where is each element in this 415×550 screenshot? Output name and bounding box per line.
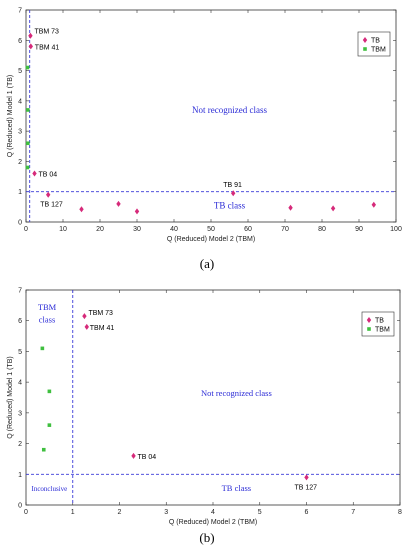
- y-tick-label: 1: [18, 472, 22, 479]
- y-tick-label: 5: [18, 349, 22, 356]
- region-label: Not recognized class: [192, 105, 267, 115]
- region-label: TBM: [38, 302, 57, 312]
- data-point-tbm: [40, 346, 45, 351]
- figure-caption: (b): [199, 530, 214, 545]
- y-tick-label: 0: [18, 220, 22, 227]
- x-tick-label: 7: [351, 509, 355, 516]
- region-label: TB class: [214, 200, 246, 210]
- legend-marker-tbm: [367, 327, 371, 331]
- data-point-tb: [79, 206, 84, 213]
- point-label: TBM 73: [34, 29, 59, 36]
- data-point-tb: [131, 452, 136, 459]
- region-label: Inconclusive: [31, 485, 67, 493]
- y-tick-label: 2: [18, 159, 22, 166]
- point-label: TBM 41: [35, 44, 60, 51]
- data-point-tbm: [47, 423, 52, 427]
- legend-label: TBM: [375, 327, 390, 334]
- y-tick-label: 2: [18, 441, 22, 448]
- x-axis-label: Q (Reduced) Model 2 (TBM): [167, 236, 255, 243]
- data-point-tb: [28, 32, 33, 39]
- x-tick-label: 60: [244, 226, 252, 233]
- data-point-tb: [330, 205, 336, 212]
- x-tick-label: 40: [170, 226, 178, 233]
- region-label: class: [39, 314, 56, 324]
- y-tick-label: 7: [18, 8, 22, 15]
- data-point-tb: [32, 170, 37, 177]
- legend-label: TB: [375, 318, 384, 325]
- region-label: Not recognized class: [201, 388, 272, 398]
- data-point-tb: [82, 313, 87, 320]
- x-tick-label: 100: [390, 226, 402, 233]
- data-point-tb: [231, 190, 236, 197]
- legend: TB TBM: [361, 311, 395, 337]
- y-tick-label: 4: [18, 98, 22, 105]
- x-tick-label: 0: [24, 509, 28, 516]
- y-tick-label: 3: [18, 410, 22, 417]
- legend: TB TBM: [357, 31, 391, 57]
- x-tick-label: 20: [96, 226, 104, 233]
- data-point-tb: [84, 323, 89, 330]
- x-tick-label: 70: [281, 226, 289, 233]
- plot-area: [25, 289, 401, 506]
- data-point-tb: [288, 204, 293, 211]
- data-point-tb: [371, 201, 376, 208]
- y-tick-label: 4: [18, 380, 22, 387]
- x-tick-label: 10: [59, 226, 67, 233]
- legend-label: TB: [371, 38, 380, 45]
- x-tick-label: 3: [164, 509, 168, 516]
- chart-panel-b: 0 1 2 3 4 5 6 7 8 0 1 2 3 4 5 6 7 Q (Reduced) Model 2 (TB…: [7, 288, 402, 546]
- legend-marker-tb: [362, 37, 368, 43]
- legend-box: [361, 311, 395, 337]
- data-point-tbm: [25, 65, 30, 70]
- legend-marker-tb: [366, 317, 372, 323]
- x-tick-label: 90: [355, 226, 363, 233]
- point-label: TB 91: [223, 182, 242, 189]
- data-point-tbm: [47, 389, 52, 394]
- data-point-tb: [304, 474, 309, 481]
- x-tick-label: 2: [118, 509, 122, 516]
- legend-label: TBM: [371, 47, 386, 54]
- point-label: TB 127: [295, 484, 318, 491]
- data-point-tb: [116, 200, 121, 207]
- data-point-tbm: [25, 165, 30, 170]
- point-label: TB 04: [138, 454, 157, 461]
- x-tick-label: 0: [24, 226, 28, 233]
- point-label: TB 04: [39, 172, 58, 179]
- chart-panel-a: 0 10 20 30 40 50 60 70 80 90 100 0 1 2 3 4 5 6 7 Q (Reduced…: [7, 8, 402, 272]
- figure-caption: (a): [200, 256, 214, 271]
- plot-area: [25, 9, 397, 223]
- data-point-tbm: [26, 108, 30, 112]
- y-axis-label: Q (Reduced) Model 1 (TB): [7, 356, 14, 438]
- y-tick-label: 0: [18, 503, 22, 510]
- x-tick-label: 8: [398, 509, 402, 516]
- x-axis-label: Q (Reduced) Model 2 (TBM): [169, 519, 257, 526]
- y-tick-label: 3: [18, 129, 22, 136]
- y-tick-label: 7: [18, 288, 22, 295]
- x-tick-label: 6: [305, 509, 309, 516]
- x-tick-label: 1: [71, 509, 75, 516]
- region-label: TB class: [222, 483, 252, 493]
- y-tick-label: 6: [18, 318, 22, 325]
- data-point-tb: [134, 208, 140, 215]
- point-label: TBM 41: [90, 325, 115, 332]
- x-tick-label: 80: [318, 226, 326, 233]
- x-tick-label: 30: [133, 226, 141, 233]
- y-axis-label: Q (Reduced) Model 1 (TB): [7, 75, 14, 157]
- x-tick-label: 5: [258, 509, 262, 516]
- legend-marker-tbm: [363, 47, 367, 51]
- point-label: TB 127: [40, 202, 63, 209]
- legend-box: [357, 31, 391, 57]
- y-tick-label: 5: [18, 68, 22, 75]
- x-tick-label: 50: [207, 226, 215, 233]
- data-point-tbm: [26, 141, 30, 146]
- data-point-tb: [28, 43, 34, 50]
- data-point-tbm: [41, 447, 46, 452]
- point-label: TBM 73: [88, 310, 113, 317]
- y-tick-label: 1: [18, 189, 22, 196]
- x-tick-label: 4: [211, 509, 215, 516]
- y-tick-label: 6: [18, 38, 22, 45]
- data-point-tb: [46, 191, 51, 198]
